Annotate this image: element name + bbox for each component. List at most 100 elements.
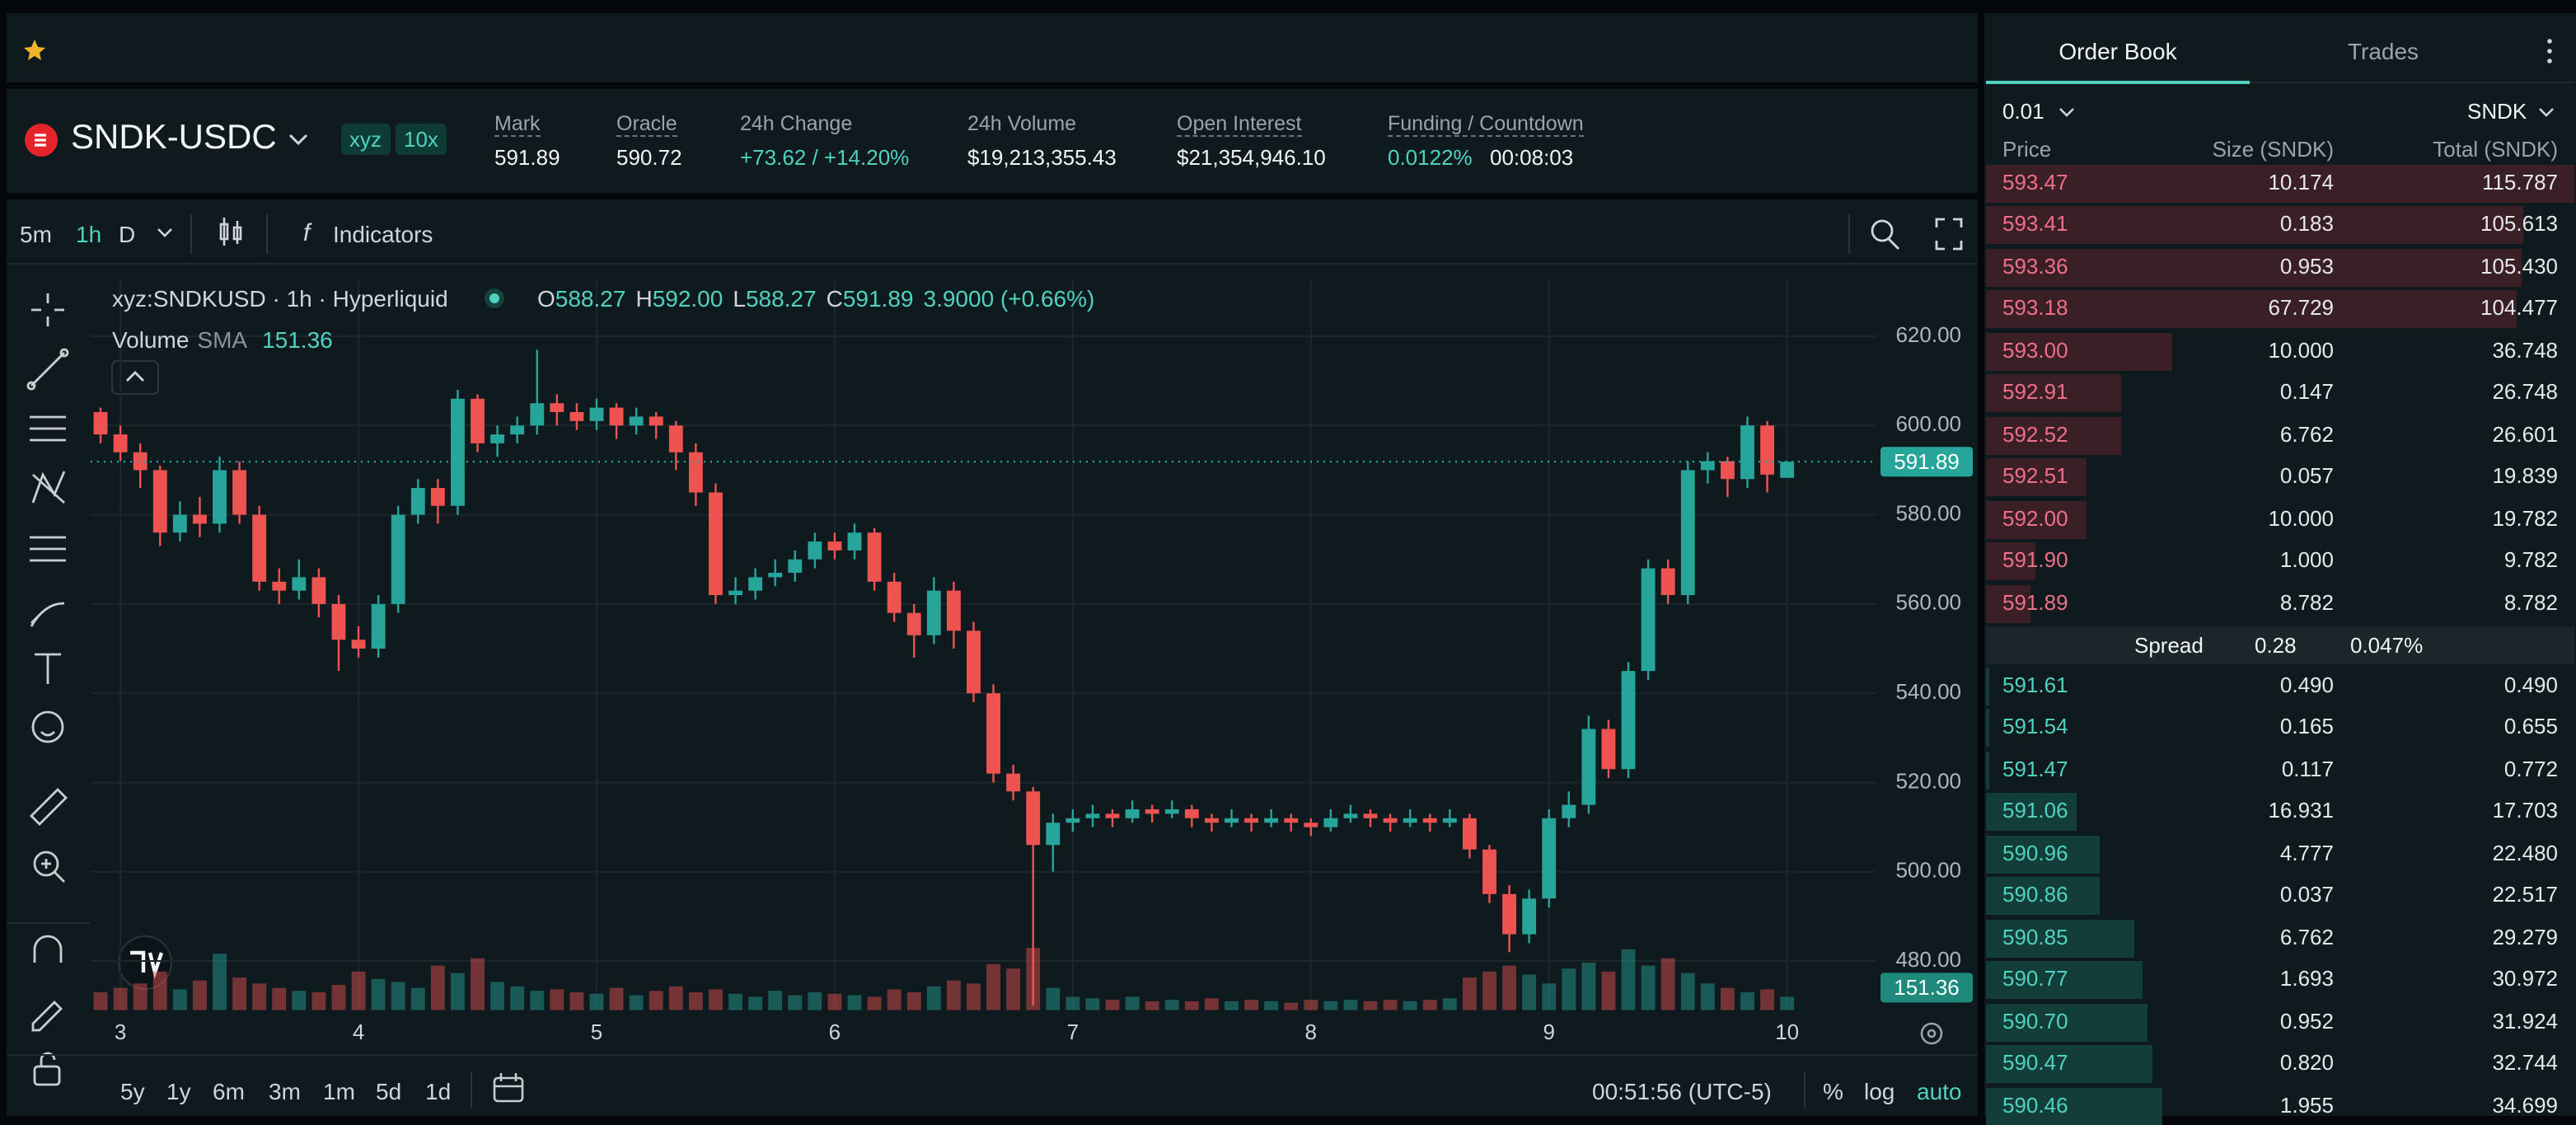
volume-bar — [1403, 1001, 1417, 1010]
total: 19.782 — [2492, 505, 2558, 531]
interval-button[interactable]: 1h — [76, 221, 102, 247]
ohlc-change: 3.9000 (+0.66%) — [923, 285, 1095, 312]
interval-button[interactable]: 5m — [20, 221, 52, 247]
indicators-button[interactable]: Indicators — [333, 221, 433, 247]
bid-row[interactable]: 591.61 0.490 0.490 — [1986, 666, 2576, 705]
bid-row[interactable]: 590.47 0.820 32.744 — [1986, 1043, 2576, 1084]
y-tick-label: 540.00 — [1895, 679, 1961, 704]
volume-bar — [1700, 983, 1715, 1010]
column-header: Price — [2002, 137, 2052, 162]
candle-body — [1204, 818, 1219, 823]
favorite-star[interactable] — [24, 40, 45, 60]
token-logo-glyph — [35, 134, 46, 147]
ohlc-value: 592.00 — [652, 285, 724, 312]
candle-body — [1363, 813, 1378, 818]
scale-option[interactable]: log — [1864, 1078, 1895, 1104]
zoom-button[interactable] — [1871, 219, 1899, 250]
y-tick-label: 500.00 — [1895, 858, 1961, 883]
x-tick-label: 4 — [353, 1020, 364, 1044]
interval-dropdown[interactable] — [157, 228, 172, 237]
drawing-tools[interactable] — [26, 293, 69, 1086]
candle-body — [193, 514, 207, 524]
price: 592.51 — [2002, 463, 2068, 489]
volume-bar — [1184, 1001, 1199, 1010]
candle-body — [589, 407, 604, 421]
ask-row[interactable]: 593.18 67.729 104.477 — [1986, 289, 2576, 329]
fullscreen-button[interactable] — [1935, 218, 1963, 251]
volume-bar — [1046, 987, 1061, 1010]
tick-size[interactable]: 0.01 — [2002, 99, 2044, 124]
bid-row[interactable]: 590.46 1.955 34.699 — [1986, 1085, 2576, 1125]
chart-settings-button[interactable] — [1920, 1022, 1943, 1045]
total: 22.480 — [2492, 840, 2558, 865]
volume-bar — [391, 982, 405, 1010]
bid-row[interactable]: 590.77 1.693 30.972 — [1986, 959, 2576, 1000]
candle-body — [1760, 425, 1774, 475]
tab[interactable]: Trades — [2347, 38, 2419, 64]
ohlc-legend: O 588.27 H 592.00 L 588.27 C 591.89 3.9000 (+0.6… — [537, 285, 1094, 312]
size: 6.762 — [2279, 421, 2334, 447]
interval-button[interactable]: D — [119, 221, 136, 247]
tab[interactable]: Order Book — [2058, 38, 2177, 64]
bid-row[interactable]: 590.70 0.952 31.924 — [1986, 1001, 2576, 1042]
size: 10.000 — [2268, 337, 2334, 363]
volume-bar — [530, 991, 545, 1010]
bid-row[interactable]: 591.06 16.931 17.703 — [1986, 792, 2576, 832]
ask-row[interactable]: 592.00 10.000 19.782 — [1986, 499, 2576, 539]
ask-row[interactable]: 593.00 10.000 36.748 — [1986, 331, 2576, 371]
price: 593.47 — [2002, 170, 2068, 195]
size: 1.000 — [2279, 547, 2334, 573]
candle-body — [1264, 818, 1279, 823]
range-button[interactable]: 5y — [120, 1078, 145, 1104]
symbol-dropdown[interactable] — [288, 134, 308, 146]
volume-bar — [1006, 968, 1021, 1010]
bid-row[interactable]: 590.85 6.762 29.279 — [1986, 917, 2576, 958]
range-button[interactable]: 1d — [425, 1078, 452, 1104]
size: 6.762 — [2279, 924, 2334, 949]
scale-option[interactable]: auto — [1917, 1078, 1962, 1104]
collapse-legend-button[interactable] — [111, 360, 159, 395]
depth-bar — [1986, 458, 2087, 497]
ask-row[interactable]: 593.36 0.953 105.430 — [1986, 247, 2576, 287]
unit-select[interactable]: SNDK — [2467, 99, 2527, 124]
stat-extra: 00:08:03 — [1490, 145, 1574, 170]
spread-percent: 0.047% — [2350, 633, 2424, 658]
depth-bar — [1986, 542, 2036, 581]
range-button[interactable]: 1y — [166, 1078, 191, 1104]
dropdown-chevron[interactable] — [2059, 108, 2554, 117]
total: 34.699 — [2492, 1092, 2558, 1117]
range-button[interactable]: 3m — [269, 1078, 301, 1104]
ask-row[interactable]: 593.41 0.183 105.613 — [1986, 205, 2576, 245]
stat-label: Mark — [494, 112, 541, 137]
volume-bar — [1085, 998, 1100, 1010]
range-button[interactable]: 5d — [376, 1078, 402, 1104]
bid-row[interactable]: 591.54 0.165 0.655 — [1986, 708, 2576, 748]
symbol[interactable]: SNDK-USDC — [71, 119, 277, 157]
volume-bar — [867, 996, 882, 1010]
ask-row[interactable]: 592.52 6.762 26.601 — [1986, 415, 2576, 455]
order-book-menu[interactable] — [2547, 39, 2552, 63]
scale-option[interactable]: % — [1823, 1078, 1843, 1104]
volume-bar — [371, 978, 386, 1010]
ask-row[interactable]: 592.91 0.147 26.748 — [1986, 373, 2576, 413]
bid-row[interactable]: 590.86 0.037 22.517 — [1986, 876, 2576, 916]
size: 0.183 — [2279, 211, 2334, 237]
date-range-button[interactable] — [493, 1073, 524, 1103]
volume-bar — [748, 996, 763, 1010]
range-button[interactable]: 6m — [213, 1078, 245, 1104]
depth-bar — [1986, 332, 2173, 371]
ask-row[interactable]: 592.51 0.057 19.839 — [1986, 457, 2576, 497]
volume-bar — [1304, 1000, 1318, 1010]
candle-style-button[interactable] — [219, 218, 242, 246]
bid-row[interactable]: 591.47 0.117 0.772 — [1986, 750, 2576, 790]
volume-bar — [649, 991, 663, 1010]
ask-row[interactable]: 593.47 10.174 115.787 — [1986, 163, 2576, 203]
volume-bar — [1343, 1000, 1358, 1010]
bid-row[interactable]: 590.96 4.777 22.480 — [1986, 834, 2576, 874]
ask-row[interactable]: 591.90 1.000 9.782 — [1986, 541, 2576, 581]
price: 592.00 — [2002, 505, 2068, 531]
ask-row[interactable]: 591.89 8.782 8.782 — [1986, 583, 2576, 622]
volume-bar — [1660, 958, 1675, 1010]
volume-bar — [510, 986, 525, 1010]
range-button[interactable]: 1m — [323, 1078, 355, 1104]
